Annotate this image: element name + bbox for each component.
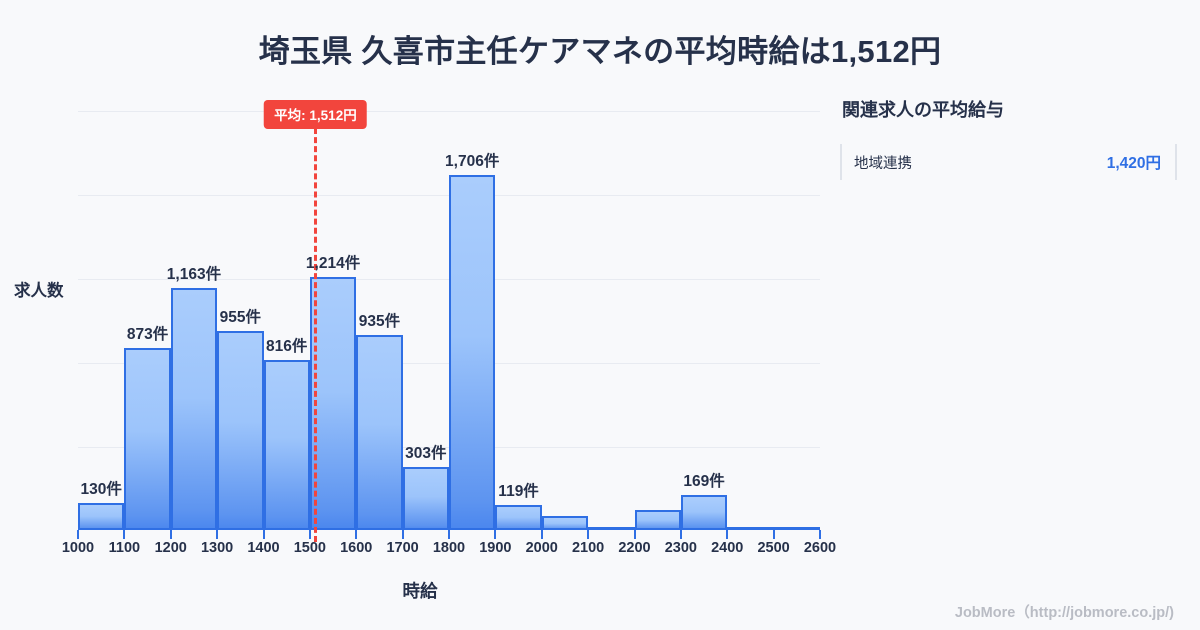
x-axis-tick-label: 2300 xyxy=(664,540,698,556)
histogram-chart: 求人数 130件 873件 1,163件 955件 816件 1,214件 935件 303件… xyxy=(0,88,840,608)
average-line xyxy=(313,128,317,542)
bar-slot xyxy=(588,100,635,530)
bar-slot: 303件 xyxy=(402,100,449,530)
bar[interactable] xyxy=(309,277,357,530)
x-axis-baseline xyxy=(78,528,820,530)
x-axis-tick-label: 2100 xyxy=(571,540,605,556)
x-axis-tick xyxy=(633,530,636,539)
footer-watermark: JobMore（http://jobmore.co.jp/) xyxy=(954,605,1174,621)
bar[interactable] xyxy=(541,516,589,530)
bar-slot xyxy=(634,100,681,530)
bar-slot: 119件 xyxy=(495,100,542,530)
x-axis-tick xyxy=(216,530,219,539)
x-axis-tick xyxy=(401,530,404,539)
bar[interactable] xyxy=(170,287,218,530)
bar-slot: 1,706件 xyxy=(445,100,499,530)
bar-slot: 169件 xyxy=(680,100,728,530)
bar-slot xyxy=(727,100,774,530)
bar[interactable] xyxy=(78,502,125,530)
bar[interactable] xyxy=(217,331,264,530)
x-axis-tick-label: 2000 xyxy=(525,540,558,556)
bar[interactable] xyxy=(449,174,496,530)
x-axis-tick-label: 2600 xyxy=(803,540,837,556)
bar-value-label: 873件 xyxy=(126,326,169,344)
x-axis-tick xyxy=(77,530,79,539)
x-axis-tick-label: 1900 xyxy=(479,540,512,556)
x-axis-tick-label: 1800 xyxy=(432,540,466,556)
x-axis-tick-label: 1100 xyxy=(108,540,141,556)
bar-value-label: 955件 xyxy=(219,309,261,327)
x-axis-tick xyxy=(123,530,126,539)
x-axis-tick-label: 1300 xyxy=(200,540,234,556)
related-salary-name: 地域連携 xyxy=(854,155,912,172)
bar-slot: 1,214件 xyxy=(306,100,360,530)
bar[interactable] xyxy=(263,360,310,530)
bar[interactable] xyxy=(495,505,542,530)
x-axis-tick xyxy=(169,530,172,539)
bar-value-label: 1,214件 xyxy=(305,255,361,273)
bar-value-label: 303件 xyxy=(405,444,447,462)
x-axis-tick xyxy=(494,530,497,539)
plot-area: 130件 873件 1,163件 955件 816件 1,214件 935件 303件 1,70… xyxy=(78,100,820,542)
x-axis-ticks xyxy=(77,530,821,539)
bar-slot: 1,163件 xyxy=(167,100,221,530)
x-axis-tick-label: 2200 xyxy=(618,540,651,556)
bar-value-label: 935件 xyxy=(358,313,401,331)
x-axis-tick-label: 1000 xyxy=(61,540,95,556)
bar-value-label: 119件 xyxy=(498,483,539,501)
bar-slot xyxy=(773,100,820,530)
x-axis-tick xyxy=(679,530,682,539)
x-axis-tick xyxy=(308,530,311,539)
bar-value-label: 130件 xyxy=(80,480,122,498)
x-axis-labels: 1000 1100 1200 1300 1400 1500 1600 1700 1800 1900… xyxy=(62,540,836,562)
bar[interactable] xyxy=(402,466,449,530)
bar-slot: 955件 xyxy=(217,100,264,530)
bar-value-label: 169件 xyxy=(683,472,725,490)
x-axis-title: 時給 xyxy=(402,581,438,601)
bar-slot: 816件 xyxy=(263,100,310,530)
page-title: 埼玉県 久喜市主任ケアマネの平均時給は1,512円 xyxy=(258,34,942,69)
x-axis-tick xyxy=(819,530,821,539)
bar-slot: 873件 xyxy=(124,100,171,530)
x-axis-tick-label: 1500 xyxy=(293,540,327,556)
related-salary-list: 地域連携 1,420円 xyxy=(840,144,1190,180)
x-axis-tick-label: 1200 xyxy=(154,540,187,556)
y-axis-title: 求人数 xyxy=(14,282,64,300)
bar-value-label: 1,163件 xyxy=(166,265,222,283)
related-salary-title: 関連求人の平均給与 xyxy=(842,100,1004,120)
bar-value-label: 816件 xyxy=(266,338,308,356)
x-axis-tick-label: 1600 xyxy=(340,540,373,556)
gridline xyxy=(78,111,820,112)
x-axis-tick xyxy=(448,530,450,539)
x-axis-tick-label: 2500 xyxy=(757,540,790,556)
x-axis-tick xyxy=(772,530,775,539)
x-axis-tick-label: 2400 xyxy=(711,540,744,556)
bar[interactable] xyxy=(356,335,403,530)
x-axis-tick-label: 1400 xyxy=(247,540,280,556)
x-axis-tick xyxy=(540,530,543,539)
bar[interactable] xyxy=(680,494,728,530)
bar-slot: 935件 xyxy=(356,100,403,530)
x-axis-tick xyxy=(355,530,358,539)
bar[interactable] xyxy=(634,510,681,530)
bar-series: 130件 873件 1,163件 955件 816件 1,214件 935件 303件 1,70… xyxy=(78,100,820,530)
related-salary-row: 地域連携 1,420円 xyxy=(840,144,1177,180)
bar-value-label: 1,706件 xyxy=(445,152,500,170)
x-axis-tick xyxy=(262,530,265,539)
related-salary-panel: 関連求人の平均給与 地域連携 1,420円 xyxy=(840,96,1190,180)
x-axis-tick-label: 1700 xyxy=(386,540,419,556)
bar-slot: 130件 xyxy=(78,100,125,530)
x-axis-tick xyxy=(587,530,590,539)
bar[interactable] xyxy=(124,348,171,530)
related-salary-value: 1,420円 xyxy=(1106,155,1161,172)
bar-slot xyxy=(541,100,589,530)
average-badge: 平均: 1,512円 xyxy=(264,100,367,129)
x-axis-tick xyxy=(726,530,729,539)
